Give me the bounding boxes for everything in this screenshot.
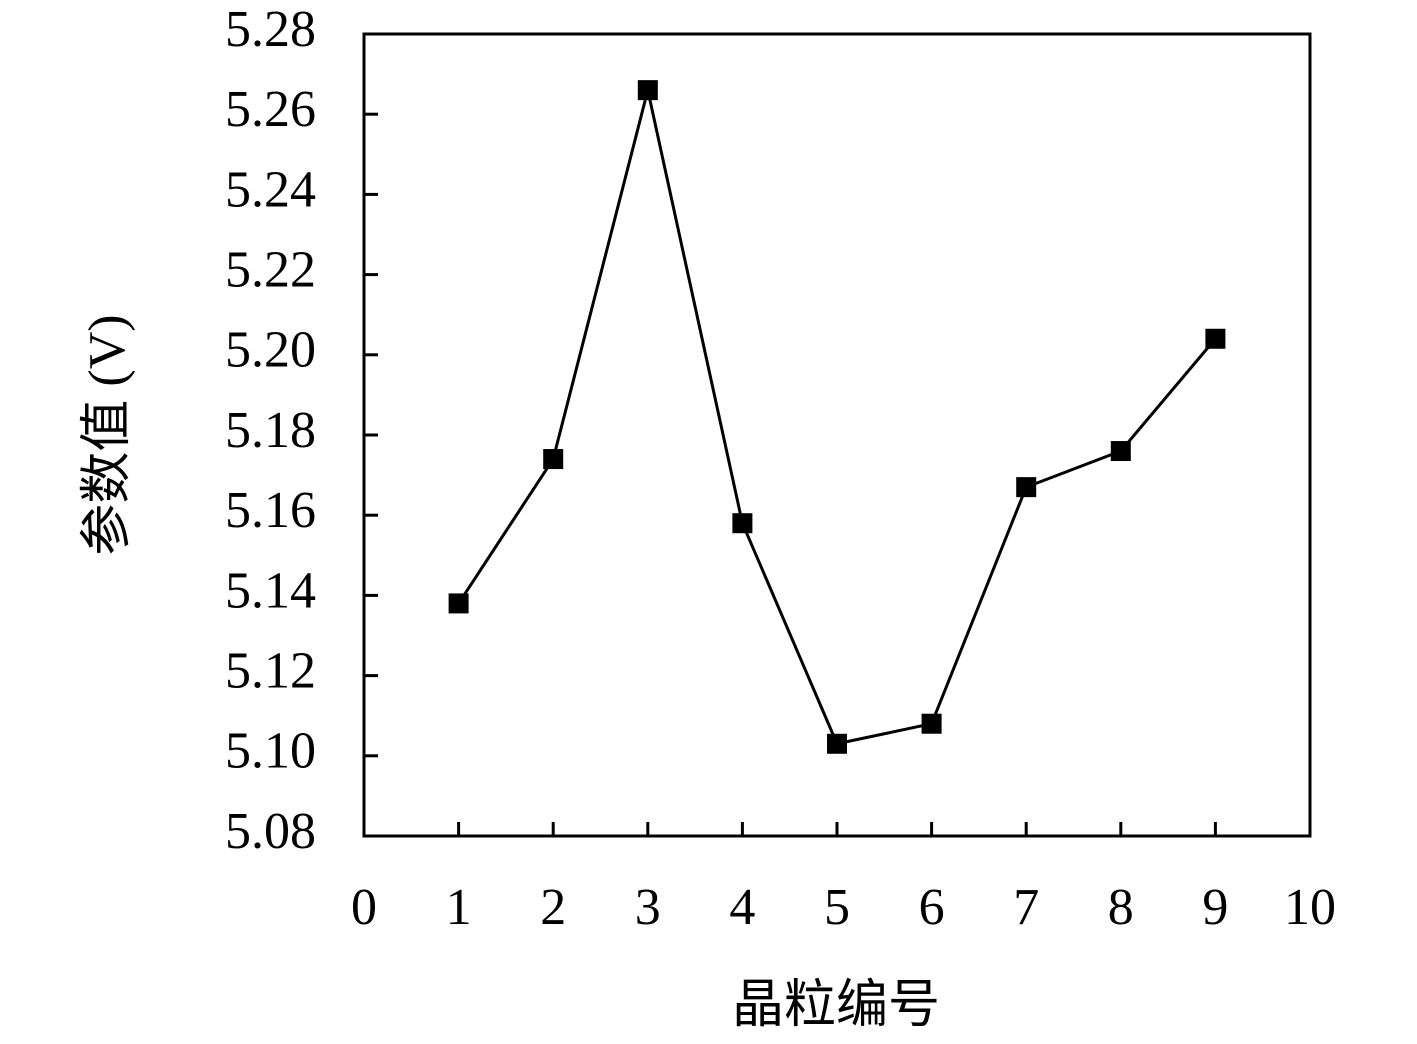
data-point [827,733,847,754]
data-point [543,449,564,470]
x-tick-label: 3 [635,879,661,936]
y-tick-label: 5.18 [225,402,316,459]
y-tick-label: 5.12 [225,643,316,700]
data-point [921,713,942,734]
y-tick-label: 5.16 [225,482,316,539]
x-tick-label: 10 [1284,879,1336,936]
x-tick-label: 8 [1108,879,1134,936]
y-tick-label: 5.22 [225,242,316,299]
y-tick-label: 5.28 [225,1,316,58]
y-tick-label: 5.08 [225,803,316,860]
y-tick-label: 5.24 [225,161,316,218]
x-tick-label: 6 [919,879,945,936]
y-axis-label: 参数值 (V) [79,314,136,555]
data-point [637,80,658,101]
y-tick-label: 5.26 [225,81,316,138]
data-point [732,513,753,534]
y-tick-label: 5.20 [225,322,316,379]
x-tick-label: 2 [540,879,566,936]
x-tick-label: 4 [729,879,755,936]
x-tick-label: 1 [446,879,472,936]
plot-frame [362,32,1312,838]
data-point [448,593,469,614]
data-point [1205,328,1226,349]
data-point [1016,477,1037,498]
x-tick-label: 9 [1202,879,1228,936]
data-line [457,89,1217,746]
y-tick-label: 5.14 [225,562,316,619]
x-tick-label: 0 [351,879,377,936]
x-axis-label: 晶粒编号 [732,977,940,1034]
x-tick-label: 7 [1013,879,1039,936]
data-point [1110,441,1131,462]
x-tick-label: 5 [824,879,850,936]
y-tick-label: 5.10 [225,723,316,780]
